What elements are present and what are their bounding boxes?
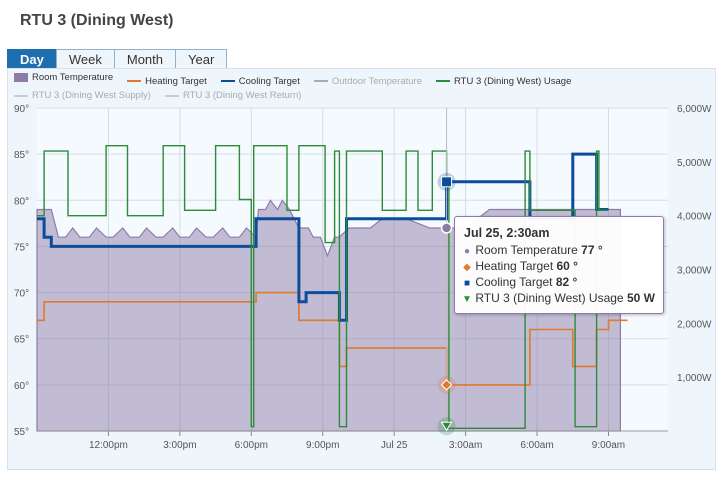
legend-swatch: [14, 73, 28, 82]
tooltip-value: 50 W: [626, 291, 655, 305]
y-right-tick-label: 5,000W: [677, 158, 712, 169]
tab-day[interactable]: Day: [7, 49, 57, 70]
legend-label: Cooling Target: [238, 75, 300, 87]
legend-item[interactable]: Cooling Target: [220, 75, 300, 88]
legend-label: RTU 3 (Dining West Return): [182, 90, 302, 101]
y-right-tick-label: 2,000W: [677, 319, 712, 330]
tab-week[interactable]: Week: [55, 49, 115, 70]
tooltip-label: Heating Target: [472, 259, 557, 273]
tab-year[interactable]: Year: [175, 49, 228, 70]
tooltip-marker: ●: [463, 246, 471, 257]
legend-swatch: [127, 80, 142, 82]
tooltip-label: Room Temperature: [472, 243, 582, 257]
x-tick-label: 6:00am: [520, 440, 553, 451]
tooltip-value: 82 °: [555, 275, 578, 289]
legend-label: RTU 3 (Dining West Supply): [32, 90, 151, 101]
hover-marker-room-temperature: [440, 222, 453, 234]
tooltip-rows: ● Room Temperature 77 ° ◆ Heating Target …: [455, 243, 663, 307]
legend-item[interactable]: Heating Target: [127, 75, 207, 88]
hover-marker-usage: [440, 421, 453, 432]
y-right-tick-label: 4,000W: [677, 212, 712, 223]
y-left-tick-label: 55°: [14, 427, 29, 438]
legend-label: RTU 3 (Dining West) Usage: [453, 75, 572, 87]
y-right-tick-label: 3,000W: [677, 266, 712, 277]
tooltip-value: 77 °: [581, 243, 603, 257]
legend-swatch: [435, 80, 450, 82]
legend-label: Heating Target: [145, 75, 207, 87]
legend-item[interactable]: RTU 3 (Dining West Supply): [14, 89, 151, 102]
y-left-tick-label: 65°: [14, 335, 29, 346]
y-right-tick-label: 1,000W: [677, 373, 712, 384]
tooltip-label: RTU 3 (Dining West) Usage: [472, 291, 627, 305]
tooltip-marker: ■: [463, 278, 471, 289]
x-tick-label: 12:00pm: [89, 440, 128, 451]
tooltip-row: ● Room Temperature 77 °: [462, 243, 663, 259]
y-left-tick-label: 75°: [14, 242, 29, 253]
tooltip-marker: ◆: [463, 262, 471, 273]
legend-item[interactable]: RTU 3 (Dining West) Usage: [435, 75, 572, 88]
y-left-tick-label: 80°: [14, 196, 29, 207]
legend-swatch: [313, 80, 328, 82]
series-line-rtu-3-dining-west-usage: [37, 144, 609, 429]
legend-item[interactable]: Outdoor Temperature: [313, 75, 422, 88]
y-left-tick-label: 90°: [14, 104, 29, 115]
legend-swatch: [220, 80, 235, 82]
x-tick-label: 9:00am: [592, 440, 625, 451]
legend-item[interactable]: Room Temperature: [14, 71, 113, 84]
hover-marker-heating-target: [440, 379, 453, 391]
x-tick-label: Jul 25: [381, 440, 408, 451]
x-tick-label: 3:00pm: [163, 440, 196, 451]
tooltip-row: ▼ RTU 3 (Dining West) Usage 50 W: [462, 291, 663, 307]
hover-marker-cooling-target: [441, 176, 453, 188]
chart-legend: Room Temperature Heating Target Cooling Ta…: [14, 71, 704, 102]
tooltip-row: ◆ Heating Target 60 °: [462, 259, 663, 275]
legend-item[interactable]: RTU 3 (Dining West Return): [164, 89, 302, 102]
y-right-tick-label: 6,000W: [677, 104, 712, 115]
tooltip-row: ■ Cooling Target 82 °: [462, 275, 663, 291]
x-tick-label: 9:00pm: [306, 440, 339, 451]
range-tabs: Day Week Month Year: [7, 49, 228, 70]
tooltip-header: Jul 25, 2:30am: [464, 226, 550, 240]
y-left-tick-label: 70°: [14, 289, 29, 300]
tooltip-label: Cooling Target: [472, 275, 556, 289]
x-tick-label: 6:00pm: [235, 440, 268, 451]
legend-label: Outdoor Temperature: [331, 75, 422, 87]
x-tick-label: 3:00am: [449, 440, 482, 451]
legend-swatch: [164, 94, 179, 97]
page-title: RTU 3 (Dining West): [20, 12, 174, 29]
legend-label: Room Temperature: [32, 72, 114, 83]
tooltip-value: 60 °: [556, 259, 578, 273]
y-left-tick-label: 85°: [14, 150, 29, 161]
legend-swatch: [14, 94, 28, 97]
tooltip-marker: ▼: [462, 294, 472, 305]
chart-tooltip: Jul 25, 2:30am ● Room Temperature 77 ° ◆ …: [454, 216, 664, 314]
y-left-tick-label: 60°: [14, 381, 29, 392]
